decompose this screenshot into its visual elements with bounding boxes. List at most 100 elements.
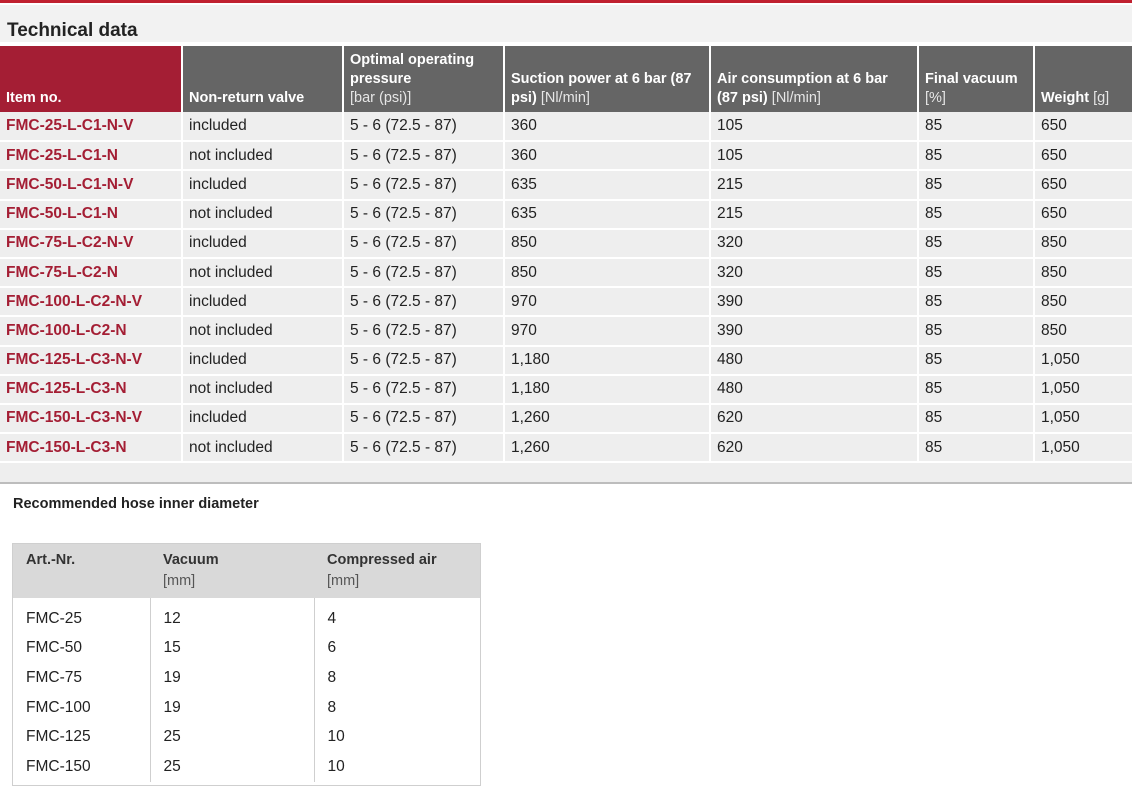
technical-data-table: Item no. Non-return valve Optimal operat… [0, 46, 1132, 464]
table-cell: 10 [313, 751, 480, 782]
table-row: FMC-150-L-C3-N not included 5 - 6 (72.5 - … [0, 433, 1132, 464]
table-row: FMC-75-L-C2-N-V included 5 - 6 (72.5 - 87)… [0, 228, 1132, 259]
table-cell: 105 [710, 112, 919, 143]
hose-table-panel: Art.-Nr. Vacuum [mm] Compressed air [mm] F… [12, 543, 481, 786]
table-row: FMC-75 19 8 [13, 663, 480, 693]
column-header-operating-pressure: Optimal operating pressure [bar (psi)] [343, 46, 505, 112]
table-cell: 850 [504, 228, 711, 259]
table-cell: 5 - 6 (72.5 - 87) [343, 228, 505, 259]
table-cell: 25 [149, 751, 314, 782]
table-cell: 215 [710, 199, 919, 230]
table-cell: 850 [1034, 228, 1132, 259]
table-cell: 85 [918, 199, 1035, 230]
table-cell: 19 [149, 692, 314, 723]
table-row: FMC-50 15 6 [13, 633, 480, 664]
table-cell: 85 [918, 141, 1035, 172]
table-cell: 5 - 6 (72.5 - 87) [343, 316, 505, 347]
table-cell: 85 [918, 316, 1035, 347]
table-cell: 12 [149, 604, 314, 634]
column-header-art-nr: Art.-Nr. [13, 544, 150, 598]
table-cell: 25 [149, 722, 314, 752]
table-row: FMC-50-L-C1-N not included 5 - 6 (72.5 - 8… [0, 199, 1132, 230]
table-cell: 85 [918, 228, 1035, 259]
table-row: FMC-150-L-C3-N-V included 5 - 6 (72.5 - 87… [0, 403, 1132, 435]
table-cell: not included [182, 433, 344, 464]
table-row: FMC-25 12 4 [13, 604, 480, 634]
table-row: FMC-50-L-C1-N-V included 5 - 6 (72.5 - 87)… [0, 170, 1132, 201]
table-row: FMC-100-L-C2-N not included 5 - 6 (72.5 - … [0, 316, 1132, 347]
table-cell: 360 [504, 112, 711, 143]
table-cell: 360 [504, 141, 711, 172]
table-cell: 5 - 6 (72.5 - 87) [343, 170, 505, 201]
table-row: FMC-125-L-C3-N not included 5 - 6 (72.5 - … [0, 374, 1132, 405]
item-number-cell: FMC-125-L-C3-N-V [0, 345, 183, 376]
table-cell: 105 [710, 141, 919, 172]
table-cell: 5 - 6 (72.5 - 87) [343, 141, 505, 172]
table-cell: not included [182, 374, 344, 405]
table-cell: 480 [710, 374, 919, 405]
table-cell: 8 [313, 692, 480, 723]
table-cell: 215 [710, 170, 919, 201]
table-cell: 5 - 6 (72.5 - 87) [343, 374, 505, 405]
table-cell: 15 [149, 633, 314, 664]
table-cell: included [182, 403, 344, 435]
table-cell: 850 [1034, 316, 1132, 347]
table-cell: 650 [1034, 141, 1132, 172]
table-cell: 5 - 6 (72.5 - 87) [343, 257, 505, 289]
table-row: FMC-25-L-C1-N not included 5 - 6 (72.5 - 8… [0, 141, 1132, 172]
technical-data-panel: Item no. Non-return valve Optimal operat… [0, 46, 1132, 482]
table-cell: 650 [1034, 170, 1132, 201]
table-cell: 85 [918, 170, 1035, 201]
technical-data-header-row: Item no. Non-return valve Optimal operat… [0, 46, 1132, 112]
table-cell: 8 [313, 663, 480, 693]
table-cell: FMC-150 [26, 757, 91, 775]
table-cell: not included [182, 316, 344, 347]
table-row: FMC-125 25 10 [13, 722, 480, 752]
column-header-non-return-valve: Non-return valve [182, 46, 344, 112]
table-cell: 635 [504, 199, 711, 230]
table-cell: 5 - 6 (72.5 - 87) [343, 403, 505, 435]
table-cell: 6 [313, 633, 480, 664]
section-header: Technical data [0, 5, 1132, 42]
table-cell: 1,180 [504, 345, 711, 376]
spacer-cell [313, 598, 480, 604]
column-header-final-vacuum: Final vacuum [%] [918, 46, 1035, 112]
table-cell: 850 [1034, 287, 1132, 318]
table-cell: 390 [710, 316, 919, 347]
top-accent-rule [0, 0, 1132, 3]
table-cell: 480 [710, 345, 919, 376]
item-number-cell: FMC-75-L-C2-N [0, 257, 183, 289]
table-cell: 19 [149, 663, 314, 693]
table-cell: 5 - 6 (72.5 - 87) [343, 112, 505, 143]
table-cell: not included [182, 141, 344, 172]
table-cell: 620 [710, 403, 919, 435]
table-cell: 85 [918, 403, 1035, 435]
table-row: FMC-150 25 10 [13, 751, 480, 782]
page-title: Technical data [7, 20, 138, 41]
table-row: FMC-125-L-C3-N-V included 5 - 6 (72.5 - 87… [0, 345, 1132, 376]
column-header-vacuum: Vacuum [mm] [150, 544, 314, 598]
spacer-row [13, 598, 480, 604]
table-cell: included [182, 112, 344, 143]
table-cell: 850 [1034, 257, 1132, 289]
table-cell: 4 [313, 604, 480, 634]
table-cell: included [182, 170, 344, 201]
table-cell: not included [182, 199, 344, 230]
table-cell: 850 [504, 257, 711, 289]
table-cell: 1,050 [1034, 345, 1132, 376]
table-cell: 320 [710, 228, 919, 259]
table-cell: 85 [918, 374, 1035, 405]
table-cell: 1,050 [1034, 403, 1132, 435]
item-number-cell: FMC-75-L-C2-N-V [0, 228, 183, 259]
table-cell: 85 [918, 345, 1035, 376]
item-number-cell: FMC-50-L-C1-N-V [0, 170, 183, 201]
spacer-cell [149, 598, 314, 604]
table-cell: 1,260 [504, 403, 711, 435]
table-cell: 85 [918, 257, 1035, 289]
table-row: FMC-25-L-C1-N-V included 5 - 6 (72.5 - 87)… [0, 112, 1132, 143]
item-number-cell: FMC-25-L-C1-N [0, 141, 183, 172]
table-row: FMC-100-L-C2-N-V included 5 - 6 (72.5 - 87… [0, 287, 1132, 318]
table-cell: 970 [504, 287, 711, 318]
table-cell: 5 - 6 (72.5 - 87) [343, 199, 505, 230]
item-number-cell: FMC-150-L-C3-N-V [0, 403, 183, 435]
